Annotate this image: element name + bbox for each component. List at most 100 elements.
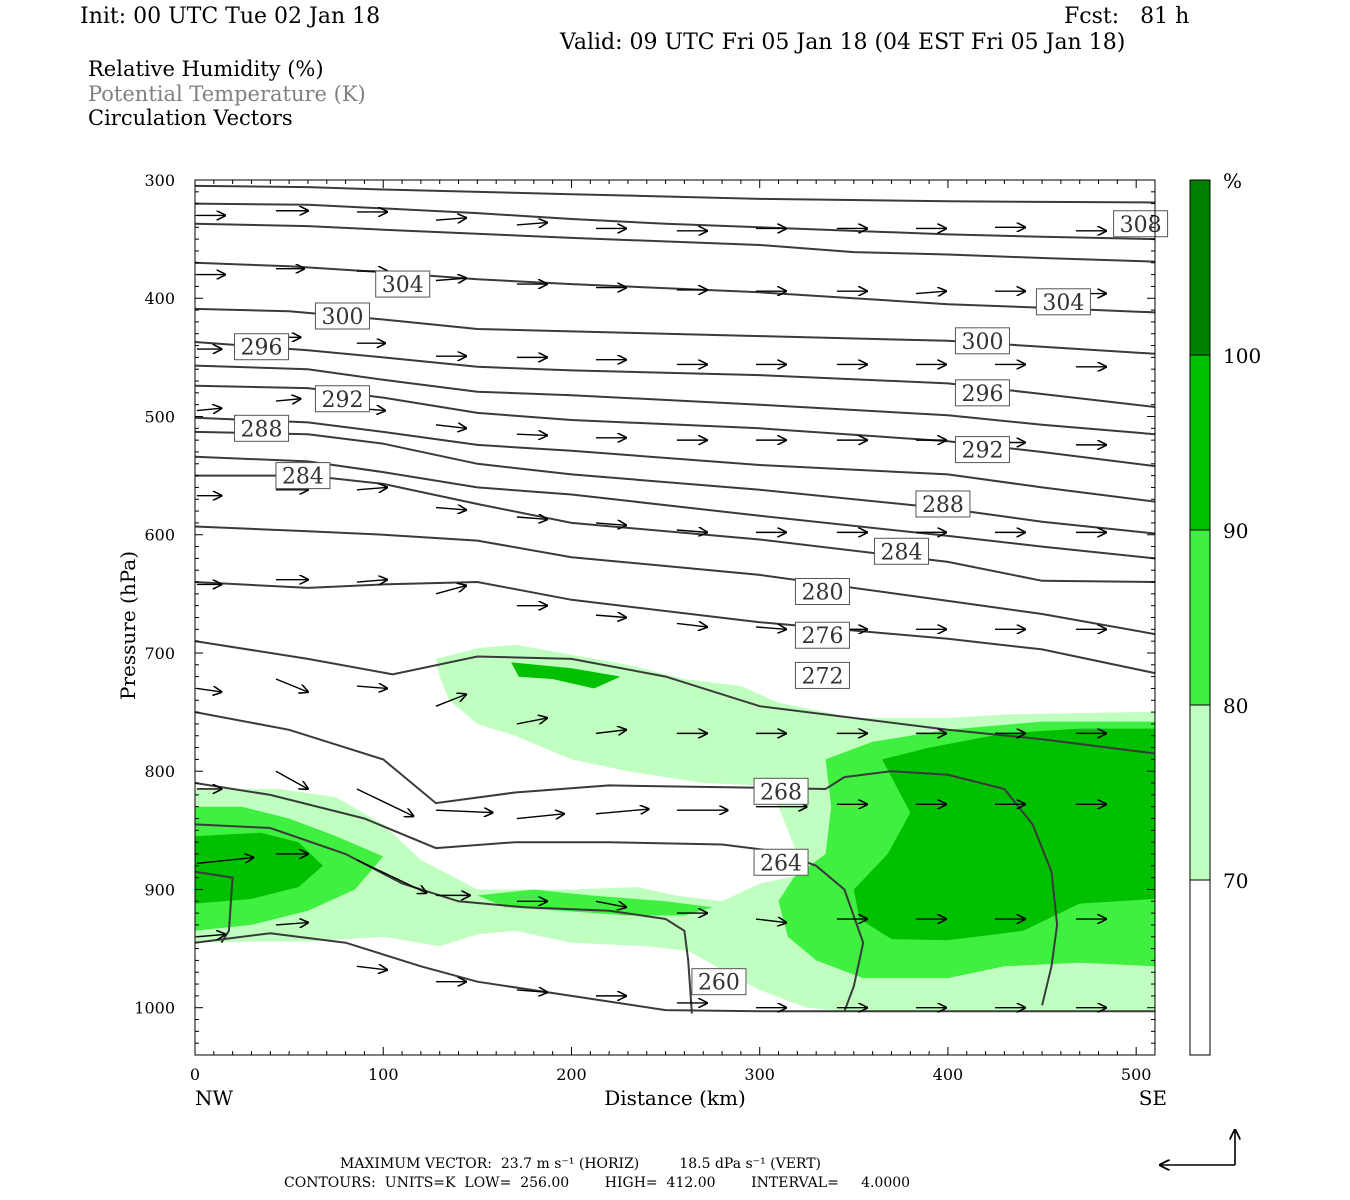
x-tick-label: 100 <box>368 1065 399 1084</box>
colorbar-unit: % <box>1223 169 1242 193</box>
y-tick-label: 900 <box>144 880 175 899</box>
contour-label-box <box>794 577 850 605</box>
contour-label-box <box>753 848 809 876</box>
contour-label-box <box>1035 288 1091 316</box>
contour-label: 284 <box>282 465 324 490</box>
rh-region-90 <box>195 832 323 904</box>
colorbar-band <box>1190 355 1210 530</box>
contour-label: 296 <box>961 382 1003 407</box>
contour-label: 296 <box>241 336 283 361</box>
contour-label-box <box>275 462 331 490</box>
contour-label-box <box>314 302 370 330</box>
theta-contour-296 <box>195 341 1155 408</box>
circulation-vector <box>435 508 466 510</box>
circulation-vector <box>196 408 221 410</box>
contour-label-box <box>691 968 747 996</box>
rh-region-80 <box>477 889 713 916</box>
circulation-vector <box>516 223 547 225</box>
theta-contour-288 <box>195 455 1155 560</box>
circulation-vector <box>595 809 649 814</box>
theta-contour-284 <box>195 474 1155 583</box>
circulation-vector <box>356 487 387 489</box>
field-label-circulation-vectors: Circulation Vectors <box>88 106 293 130</box>
circulation-vector <box>595 523 626 525</box>
colorbar-band <box>1190 880 1210 1055</box>
circulation-vector <box>356 788 413 816</box>
circulation-vector <box>676 530 707 532</box>
circulation-vector <box>275 923 308 925</box>
circulation-vector <box>196 688 221 692</box>
circulation-vector <box>595 730 626 734</box>
circulation-vector <box>435 218 466 220</box>
endpoint-left-label: NW <box>195 1086 234 1110</box>
theta-contour-288 <box>195 430 1155 535</box>
circulation-vector <box>755 919 786 923</box>
circulation-vector <box>196 934 225 936</box>
colorbar-frame <box>1189 179 1211 1056</box>
contour-labels: 3083043043003002962962922922882882842842… <box>234 210 1169 996</box>
circulation-vector <box>516 517 547 519</box>
axes: 300 400 500 600 700 800 900 1000 0 100 200 300 400 50… <box>116 171 1167 1110</box>
x-tick-label: 500 <box>1121 1065 1152 1084</box>
contour-label-box <box>375 270 431 298</box>
theta-contour-264 <box>195 823 693 1014</box>
contour-label: 304 <box>1042 291 1084 316</box>
contour-label-box <box>954 327 1010 355</box>
x-tick-label: 200 <box>556 1065 587 1084</box>
contour-label: 280 <box>801 580 843 605</box>
colorbar-label: 70 <box>1223 869 1248 893</box>
circulation-vector <box>435 586 466 595</box>
contour-label: 260 <box>698 971 740 996</box>
y-tick-label: 500 <box>144 407 175 426</box>
theta-contour-304 <box>195 202 1155 241</box>
contour-label: 300 <box>321 305 363 330</box>
x-tick-label: 400 <box>933 1065 964 1084</box>
endpoint-right-label: SE <box>1139 1086 1167 1110</box>
colorbar-band <box>1190 530 1210 705</box>
y-axis-label: Pressure (hPa) <box>116 551 140 700</box>
colorbar-label: 90 <box>1223 519 1248 543</box>
max-vector-key <box>1160 1130 1235 1165</box>
circulation-vector <box>275 399 300 401</box>
circulation-vector <box>275 678 308 692</box>
max-vector-footer: MAXIMUM VECTOR: 23.7 m s⁻¹ (HORIZ) 18.5 … <box>340 1156 822 1172</box>
circulation-vector <box>356 686 387 688</box>
circulation-vectors <box>196 211 1106 1008</box>
circulation-vector <box>755 627 786 629</box>
contour-label-box <box>234 333 290 361</box>
theta-contour-268 <box>195 782 865 1012</box>
theta-contour-308 <box>195 184 1155 204</box>
circulation-vector <box>595 900 626 907</box>
y-tick-label: 400 <box>144 289 175 308</box>
circulation-vector <box>915 291 946 293</box>
colorbar-label: 100 <box>1223 344 1261 368</box>
colorbar-label: 80 <box>1223 694 1248 718</box>
contour-label-box <box>753 777 809 805</box>
theta-contour-300 <box>195 261 1155 314</box>
contour-label: 292 <box>961 439 1003 464</box>
theta-contour-296 <box>195 364 1155 436</box>
field-label-relative-humidity: Relative Humidity (%) <box>88 57 324 81</box>
contour-label: 284 <box>881 540 923 565</box>
y-tick-label: 700 <box>144 644 175 663</box>
contour-label: 272 <box>801 664 843 689</box>
x-tick-label: 300 <box>744 1065 775 1084</box>
theta-contour-292 <box>195 416 1155 503</box>
contour-label: 264 <box>760 851 802 876</box>
contour-label-box <box>794 621 850 649</box>
contour-label: 288 <box>241 417 283 442</box>
rh-region-90 <box>853 728 1155 941</box>
circulation-vector <box>275 770 308 789</box>
y-tick-label: 1000 <box>134 999 175 1018</box>
circulation-vector <box>435 278 466 280</box>
circulation-vector <box>196 858 253 865</box>
circulation-vector <box>676 623 707 627</box>
contour-label-box <box>874 537 930 565</box>
circulation-vector <box>435 425 466 429</box>
contour-label-box <box>954 379 1010 407</box>
contour-label: 304 <box>382 273 424 298</box>
field-label-potential-temperature: Potential Temperature (K) <box>88 82 366 106</box>
theta-contour-280 <box>195 580 1155 675</box>
valid-time-header: Valid: 09 UTC Fri 05 Jan 18 (04 EST Fri … <box>560 30 1126 55</box>
